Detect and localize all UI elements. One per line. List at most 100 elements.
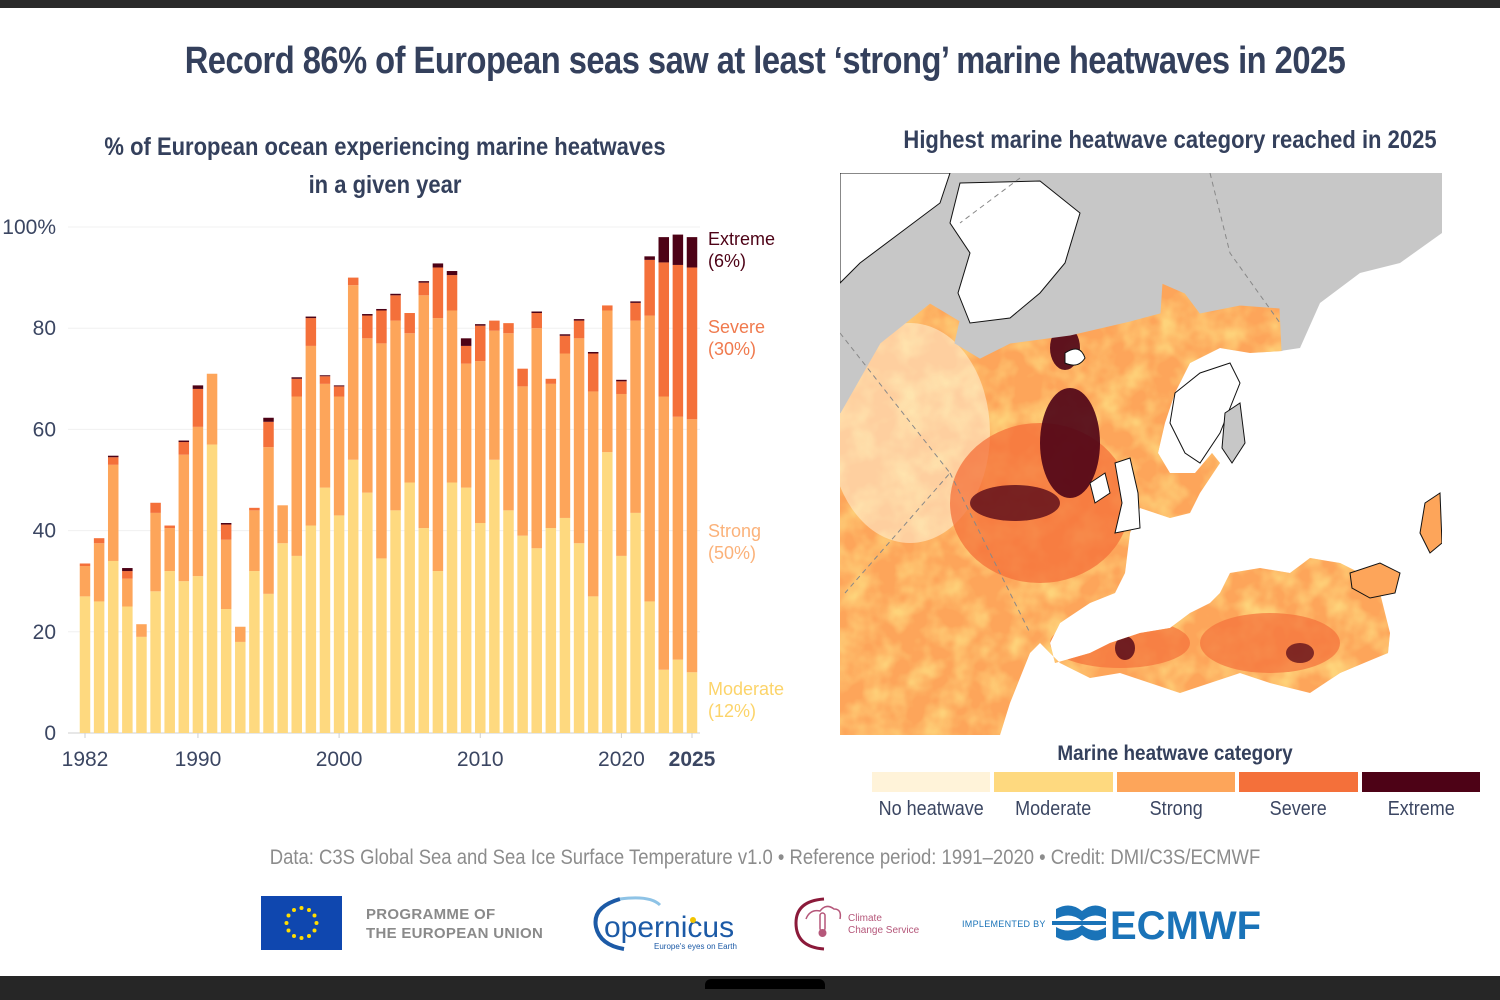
bar-segment-extreme-1990	[192, 385, 204, 389]
bar-segment-moderate-2009	[460, 487, 472, 733]
bar-segment-severe-2009	[460, 345, 472, 364]
bar-segment-extreme-2018	[587, 351, 599, 354]
bar-segment-extreme-2022	[644, 256, 655, 260]
bar-segment-severe-2000	[333, 386, 345, 397]
legend-label-no-heatwave: No heatwave	[878, 798, 984, 820]
series-pct-strong: (50%)	[708, 543, 756, 563]
map-caspian-sea	[1419, 492, 1442, 554]
bar-segment-severe-2012	[503, 323, 514, 334]
bar-segment-strong-1997	[291, 396, 302, 556]
bar-segment-strong-2008	[446, 310, 458, 483]
bar-segment-severe-2019	[602, 305, 613, 311]
x-tick-label: 1990	[175, 748, 222, 771]
bar-segment-strong-1999	[319, 383, 331, 488]
bar-segment-extreme-2004	[390, 293, 401, 296]
bar-segment-moderate-1987	[150, 591, 161, 733]
bar-segment-moderate-1995	[263, 593, 274, 733]
bar-segment-moderate-2021	[630, 512, 641, 733]
bar-segment-strong-2016	[559, 353, 571, 518]
copernicus-arc-icon: opernicus Europe's eyes on Earth	[593, 896, 737, 951]
bar-segment-moderate-2020	[616, 555, 627, 733]
bar-segment-moderate-2008	[446, 482, 458, 733]
bar-segment-severe-1988	[164, 525, 175, 529]
map-greenland	[949, 180, 1081, 324]
bar-segment-severe-2011	[489, 320, 500, 331]
map-boundary-line	[949, 472, 1031, 634]
window-top-bar	[0, 0, 1500, 8]
y-tick-label: 80	[33, 317, 56, 340]
ecmwf-logo: ECMWF	[1052, 901, 1272, 948]
bar-segment-moderate-1996	[277, 543, 288, 733]
bar-segment-moderate-2016	[559, 517, 571, 733]
bar-segment-severe-2015	[545, 378, 557, 384]
bar-segment-strong-2023	[658, 396, 670, 670]
bar-segment-extreme-2008	[446, 271, 458, 276]
bar-segment-strong-2009	[460, 363, 472, 488]
bar-segment-extreme-2002	[362, 314, 373, 316]
bar-segment-strong-1982	[79, 566, 91, 597]
bar-segment-strong-2000	[333, 396, 345, 516]
bar-segment-strong-2013	[517, 386, 528, 536]
map-boundary-line	[959, 177, 1021, 224]
bar-segment-severe-2004	[390, 295, 401, 321]
bar-segment-moderate-2006	[418, 528, 430, 733]
bar-segment-moderate-1997	[291, 555, 302, 733]
series-pct-moderate: (12%)	[708, 701, 756, 721]
series-label-moderate: Moderate	[708, 679, 784, 699]
heatwave-map	[840, 173, 1442, 735]
window-notch	[705, 979, 825, 989]
bar-segment-moderate-2019	[602, 452, 613, 733]
bar-segment-strong-2021	[630, 320, 641, 513]
bar-segment-severe-2017	[573, 320, 585, 339]
bar-segment-moderate-2003	[376, 558, 387, 733]
bar-segment-strong-1983	[93, 543, 105, 602]
x-tick-label: 2000	[316, 748, 363, 771]
map-legend-title: Marine heatwave category	[1057, 742, 1293, 765]
bar-segment-moderate-2022	[644, 601, 655, 733]
bar-segment-severe-1994	[249, 507, 260, 511]
bar-segment-moderate-2010	[475, 523, 486, 733]
bar-segment-strong-1991	[206, 373, 218, 445]
window-bottom-bar	[0, 976, 1500, 1000]
bar-segment-moderate-2015	[545, 528, 557, 733]
bar-segment-severe-2022	[644, 259, 655, 316]
bar-segment-extreme-2006	[418, 281, 430, 283]
bar-segment-strong-1986	[136, 624, 147, 637]
bar-segment-severe-2002	[362, 315, 373, 339]
legend-swatch-extreme	[1361, 772, 1481, 792]
map-black-sea	[1349, 562, 1401, 599]
bar-segment-moderate-1985	[122, 606, 133, 733]
bar-segment-severe-2005	[404, 313, 415, 334]
data-source-note: Data: C3S Global Sea and Sea Ice Surface…	[269, 846, 1261, 869]
copernicus-logo: opernicus Europe's eyes on Earth	[590, 893, 760, 953]
bar-segment-severe-2010	[475, 325, 486, 362]
chart-title: % of European ocean experiencing marine …	[73, 128, 698, 204]
bar-segment-strong-1994	[249, 510, 260, 572]
map-iceland	[1064, 348, 1086, 366]
bar-segment-extreme-2009	[460, 338, 472, 346]
c3s-logo: Climate Change Service	[790, 895, 930, 951]
legend-label-strong: Strong	[1149, 798, 1203, 820]
chart-title-line2: in a given year	[308, 171, 462, 199]
y-tick-label: 100%	[2, 216, 56, 239]
bar-segment-severe-1985	[122, 571, 133, 579]
bar-segment-extreme-1995	[263, 417, 274, 422]
bar-segment-moderate-2017	[573, 543, 585, 733]
bar-segment-severe-2013	[517, 368, 528, 387]
bar-segment-moderate-2014	[531, 548, 542, 733]
map-scandinavia	[1169, 362, 1241, 464]
stacked-bar-chart: 0 20 40 60 80 100% 1982 1990 2000 2010 2020 2025 Mod…	[2, 216, 784, 771]
map-graphic	[840, 173, 1442, 735]
bar-segment-strong-1988	[164, 528, 175, 572]
map-boundary-line	[1209, 173, 1281, 324]
bar-segment-extreme-1999	[319, 375, 331, 377]
bar-segment-severe-1989	[178, 442, 190, 455]
eu-star	[312, 928, 317, 933]
y-tick-label: 40	[33, 520, 56, 543]
bar-segment-strong-1990	[192, 426, 204, 577]
bar-segment-moderate-2013	[517, 535, 528, 733]
map-britain	[1114, 457, 1141, 534]
bar-segment-extreme-2025	[686, 237, 698, 268]
eu-star	[314, 921, 319, 925]
bar-segment-severe-1983	[93, 538, 105, 544]
